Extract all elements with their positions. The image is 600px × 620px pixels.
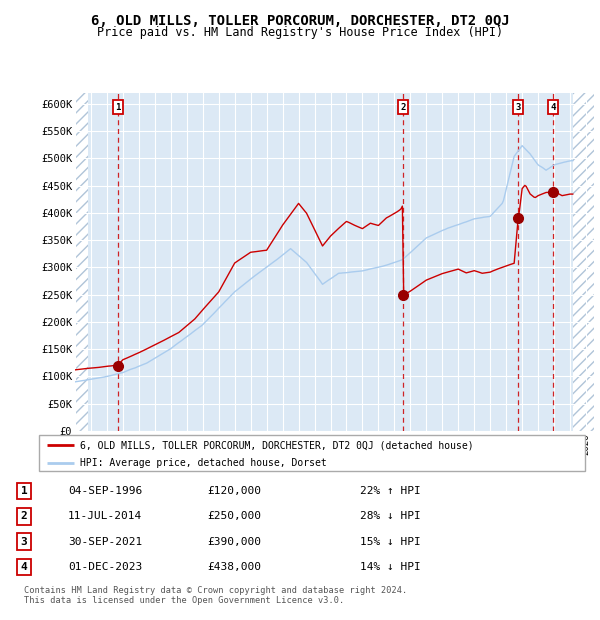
Text: 3: 3 [515,103,521,112]
Text: 22% ↑ HPI: 22% ↑ HPI [360,486,421,496]
Text: 15% ↓ HPI: 15% ↓ HPI [360,537,421,547]
Text: HPI: Average price, detached house, Dorset: HPI: Average price, detached house, Dors… [80,458,326,468]
Text: 1: 1 [115,103,121,112]
Text: £120,000: £120,000 [207,486,261,496]
Text: 11-JUL-2014: 11-JUL-2014 [68,512,142,521]
Text: 1: 1 [20,486,28,496]
Text: 2: 2 [400,103,406,112]
Bar [573,93,594,431]
Text: 01-DEC-2023: 01-DEC-2023 [68,562,142,572]
Text: Price paid vs. HM Land Registry's House Price Index (HPI): Price paid vs. HM Land Registry's House … [97,26,503,39]
Text: £250,000: £250,000 [207,512,261,521]
Bar [75,93,88,431]
Text: £438,000: £438,000 [207,562,261,572]
Text: 30-SEP-2021: 30-SEP-2021 [68,537,142,547]
Text: 4: 4 [20,562,28,572]
Text: 28% ↓ HPI: 28% ↓ HPI [360,512,421,521]
Text: 04-SEP-1996: 04-SEP-1996 [68,486,142,496]
Text: 4: 4 [550,103,556,112]
Text: 2: 2 [20,512,28,521]
Text: 6, OLD MILLS, TOLLER PORCORUM, DORCHESTER, DT2 0QJ: 6, OLD MILLS, TOLLER PORCORUM, DORCHESTE… [91,14,509,28]
Text: 6, OLD MILLS, TOLLER PORCORUM, DORCHESTER, DT2 0QJ (detached house): 6, OLD MILLS, TOLLER PORCORUM, DORCHESTE… [80,440,473,450]
Text: 3: 3 [20,537,28,547]
Text: £390,000: £390,000 [207,537,261,547]
Text: 14% ↓ HPI: 14% ↓ HPI [360,562,421,572]
Bar [75,93,88,431]
Text: Contains HM Land Registry data © Crown copyright and database right 2024.
This d: Contains HM Land Registry data © Crown c… [24,586,407,605]
